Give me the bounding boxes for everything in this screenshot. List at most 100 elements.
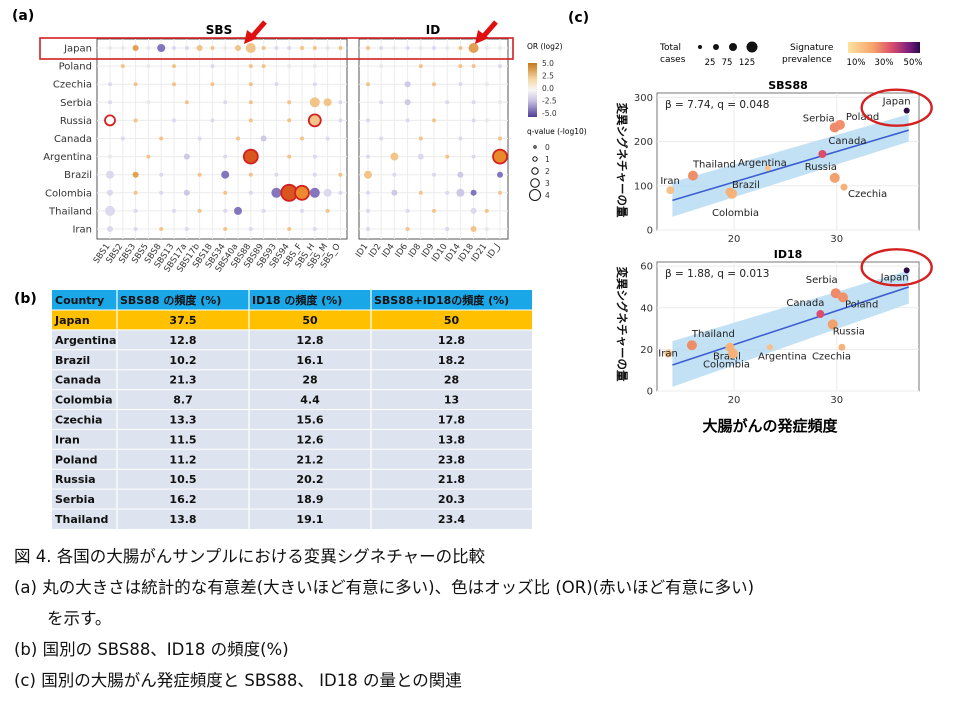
table-row (52, 489, 532, 509)
or-dot (498, 100, 502, 105)
or-legend-tick: 2.5 (542, 72, 554, 81)
or-dot (498, 136, 502, 141)
table-cell: 11.2 (169, 453, 196, 466)
or-dot (183, 189, 190, 196)
table-cell: 21.3 (169, 374, 196, 387)
or-dot (417, 153, 424, 160)
table-cell: 13.3 (169, 414, 196, 427)
or-dot (471, 154, 476, 159)
or-dot (197, 172, 202, 177)
table-cell: 28 (444, 374, 459, 387)
or-dot (458, 136, 463, 141)
or-dot (379, 64, 384, 69)
or-dot (309, 97, 320, 108)
or-dot (108, 46, 112, 50)
japan-highlight-circle (860, 248, 933, 287)
prevalence-tick: 10% (847, 58, 866, 68)
y-tick-label: 200 (634, 137, 653, 148)
figure-caption: 図 4. 各国の大腸がんサンプルにおける変異シグネチャーの比較 (a) 丸の大き… (14, 541, 954, 696)
or-dot (197, 208, 202, 213)
or-colorbar (528, 63, 537, 117)
or-dot (457, 171, 464, 178)
or-dot (497, 171, 503, 178)
or-dot (312, 46, 317, 50)
prevalence-tick: 30% (875, 58, 894, 68)
scatter-title: ID18 (774, 248, 803, 261)
or-dot (458, 64, 463, 69)
point-label: Argentina (738, 158, 787, 169)
table-cell: Argentina (55, 334, 116, 347)
or-dot (418, 46, 423, 50)
or-dot (234, 206, 242, 215)
or-dot (405, 46, 410, 50)
size-legend-tick: 25 (705, 58, 716, 68)
id-signature-label: ID6 (394, 242, 410, 260)
country-label: Brazil (64, 170, 92, 181)
or-dot (287, 100, 292, 105)
table-cell: 11.5 (169, 433, 196, 446)
data-point (728, 348, 739, 359)
point-label: Argentina (758, 351, 807, 362)
panel-c-label: (c) (568, 10, 589, 26)
scatter-plot-1: ID18 20 30 0 20 40 60 Japan Serbia Poland Canada Ru… (615, 248, 933, 406)
or-legend-tick: 0.0 (542, 84, 554, 93)
panel-c-scatter: (c) Total cases 25 75 125 Signature prev… (568, 10, 933, 435)
table-cell: 21.2 (296, 453, 323, 466)
or-dot (484, 208, 489, 213)
or-dot (210, 118, 215, 123)
or-dot (498, 64, 502, 69)
or-dot (287, 154, 292, 159)
or-dot (366, 46, 370, 50)
or-dot (261, 64, 266, 69)
y-tick-label: 40 (640, 303, 653, 314)
or-dot (458, 82, 463, 87)
or-dot (108, 100, 112, 105)
country-label: Poland (59, 62, 92, 73)
table-cell: 12.8 (169, 334, 196, 347)
table-cell: 10.5 (169, 473, 196, 486)
or-dot (159, 172, 164, 177)
table-cell: Thailand (55, 513, 108, 526)
or-dot (498, 190, 502, 195)
point-label: Canada (828, 136, 866, 147)
or-dot (392, 172, 397, 177)
y-tick-label: 100 (634, 181, 653, 192)
point-label: Serbia (803, 113, 835, 124)
or-dot (432, 118, 436, 123)
table-cell: 20.2 (296, 473, 323, 486)
q-legend-tick: 1 (545, 155, 550, 164)
or-dot (221, 170, 230, 179)
or-dot (248, 190, 253, 195)
country-label: Thailand (48, 206, 92, 217)
or-dot (484, 46, 489, 50)
table-cell: 19.1 (296, 513, 323, 526)
caption-a-line1: (a) 丸の大きさは統計的な有意差(大きいほど有意に多い)、色はオッズ比 (OR… (14, 578, 755, 597)
or-dot (468, 43, 479, 53)
size-legend-dot (746, 41, 758, 53)
table-cell: 50 (444, 314, 460, 327)
data-point (903, 107, 910, 114)
table-cell: 16.1 (296, 354, 323, 367)
or-dot (432, 208, 436, 213)
or-dot (366, 154, 370, 159)
country-label: Iran (72, 225, 92, 236)
or-dot (379, 46, 384, 50)
or-dot (432, 46, 436, 50)
point-label: Iran (660, 176, 680, 187)
q-legend-title: q-value (-log10) (527, 127, 587, 136)
or-dot (223, 227, 228, 231)
panel-a-label: (a) (12, 8, 34, 24)
or-dot (471, 118, 476, 123)
or-dot (183, 153, 190, 160)
size-legend-dot (698, 45, 702, 49)
or-dot (445, 190, 450, 195)
table-cell: 4.4 (300, 394, 320, 407)
y-tick-label: 20 (640, 345, 653, 356)
data-point (827, 319, 838, 330)
or-dot (223, 46, 228, 50)
or-dot (325, 208, 330, 213)
or-dot (294, 184, 310, 201)
table-cell: 18.2 (438, 354, 465, 367)
or-dot (146, 46, 151, 50)
